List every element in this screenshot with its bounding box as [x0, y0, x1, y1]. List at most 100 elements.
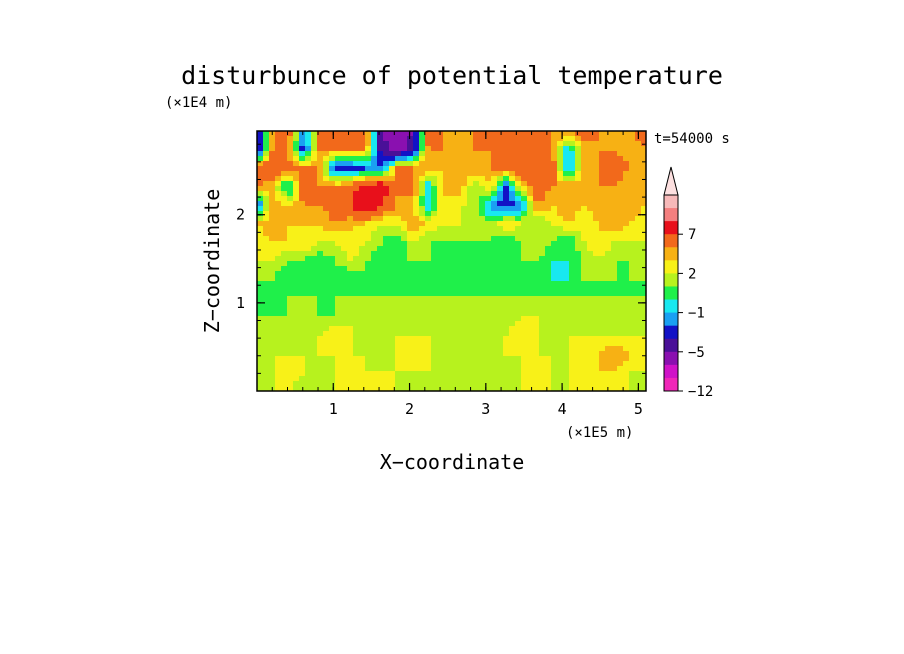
field-cell [431, 316, 438, 322]
field-cell [581, 221, 588, 227]
field-cell [527, 306, 534, 312]
field-cell [473, 331, 480, 337]
field-cell [581, 226, 588, 232]
field-cell [431, 191, 438, 197]
field-cell [551, 186, 558, 192]
field-cell [389, 281, 396, 287]
field-cell [257, 331, 264, 337]
field-cell [395, 216, 402, 222]
field-cell [593, 136, 600, 142]
field-cell [257, 376, 264, 382]
field-cell [395, 301, 402, 307]
field-cell [365, 221, 372, 227]
field-cell [503, 276, 510, 282]
field-cell [281, 181, 288, 187]
field-cell [443, 206, 450, 212]
field-cell [491, 201, 498, 207]
field-cell [545, 281, 552, 287]
field-cell [287, 386, 294, 391]
field-cell [533, 236, 540, 242]
field-cell [521, 331, 528, 337]
field-cell [407, 286, 414, 292]
field-cell [629, 306, 636, 312]
field-cell [641, 221, 646, 227]
field-cell [629, 181, 636, 187]
field-cell [335, 306, 342, 312]
field-cell [593, 336, 600, 342]
field-cell [587, 286, 594, 292]
field-cell [527, 316, 534, 322]
field-cell [605, 141, 612, 147]
field-cell [575, 261, 582, 267]
field-cell [611, 236, 618, 242]
field-cell [449, 176, 456, 182]
field-cell [509, 251, 516, 257]
field-cell [623, 381, 630, 387]
field-cell [629, 166, 636, 172]
field-cell [503, 331, 510, 337]
field-cell [431, 236, 438, 242]
field-cell [611, 201, 618, 207]
field-cell [521, 166, 528, 172]
field-cell [527, 201, 534, 207]
colorbar-segment [664, 364, 678, 379]
field-cell [299, 326, 306, 332]
field-cell [515, 366, 522, 372]
field-cell [383, 221, 390, 227]
field-cell [599, 161, 606, 167]
colorbar-segment [664, 338, 678, 353]
field-cell [395, 146, 402, 152]
field-cell [329, 336, 336, 342]
field-cell [497, 286, 504, 292]
field-cell [437, 146, 444, 152]
field-cell [593, 181, 600, 187]
field-cell [581, 151, 588, 157]
field-cell [503, 196, 510, 202]
field-cell [407, 276, 414, 282]
field-cell [353, 366, 360, 372]
field-cell [539, 181, 546, 187]
field-cell [389, 376, 396, 382]
field-cell [383, 306, 390, 312]
field-cell [563, 371, 570, 377]
field-cell [611, 241, 618, 247]
y-tick-label: 1 [236, 294, 245, 312]
field-cell [551, 276, 558, 282]
field-cell [509, 131, 516, 137]
field-cell [449, 261, 456, 267]
field-cell [305, 131, 312, 137]
field-cell [395, 206, 402, 212]
field-cell [563, 271, 570, 277]
field-cell [593, 296, 600, 302]
field-cell [419, 286, 426, 292]
field-cell [461, 266, 468, 272]
field-cell [353, 246, 360, 252]
field-cell [539, 286, 546, 292]
field-cell [539, 381, 546, 387]
field-cell [515, 356, 522, 362]
field-cell [569, 131, 576, 137]
field-cell [521, 246, 528, 252]
field-cell [449, 171, 456, 177]
field-cell [377, 196, 384, 202]
field-cell [269, 336, 276, 342]
field-cell [377, 201, 384, 207]
field-cell [479, 306, 486, 312]
field-cell [269, 141, 276, 147]
field-cell [461, 311, 468, 317]
field-cell [461, 146, 468, 152]
field-cell [257, 216, 264, 222]
field-cell [365, 356, 372, 362]
field-cell [569, 371, 576, 377]
field-cell [419, 341, 426, 347]
field-cell [545, 316, 552, 322]
field-cell [623, 216, 630, 222]
field-cell [365, 321, 372, 327]
field-cell [389, 286, 396, 292]
field-cell [521, 251, 528, 257]
field-cell [599, 381, 606, 387]
field-cell [479, 246, 486, 252]
field-cell [587, 346, 594, 352]
field-cell [281, 251, 288, 257]
field-cell [281, 221, 288, 227]
